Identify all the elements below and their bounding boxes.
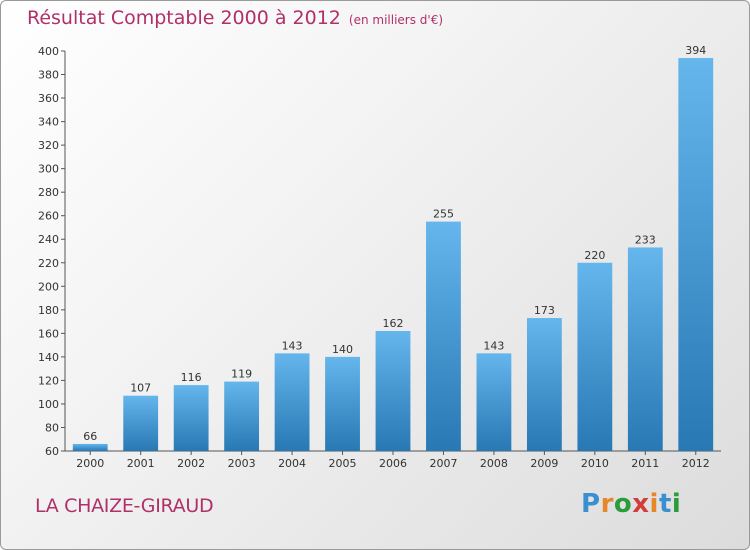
logo-letter: i <box>671 489 682 519</box>
y-tick-label: 200 <box>38 280 59 293</box>
y-axis: 60 80 100 120 140 160 180 200 220 240 260 280 300 320… <box>38 45 66 458</box>
y-tick-label: 180 <box>38 304 59 317</box>
x-axis: 2000 2001 2002 2003 2004 2005 2006 2007 2008 2009… <box>65 450 721 470</box>
x-tick-label: 2005 <box>329 457 357 470</box>
logo-letter: o <box>613 489 633 519</box>
y-tick-label: 140 <box>38 351 59 364</box>
y-tick-label: 120 <box>38 374 59 387</box>
x-tick-label: 2011 <box>631 457 659 470</box>
x-tick-label: 2002 <box>177 457 205 470</box>
y-tick-label: 240 <box>38 233 59 246</box>
y-tick-label: 160 <box>38 327 59 340</box>
bar-2002 <box>173 385 209 451</box>
logo-letter: i <box>649 489 659 519</box>
logo-letter: x <box>632 489 650 519</box>
data-label-2009: 173 <box>534 304 555 317</box>
data-label-2010: 220 <box>584 249 605 262</box>
x-tick-label: 2006 <box>379 457 407 470</box>
x-tick-label: 2007 <box>429 457 457 470</box>
bar-2006 <box>375 331 411 451</box>
data-label-2011: 233 <box>635 233 656 246</box>
logo-letter: P <box>581 489 601 519</box>
bar-2011 <box>627 247 663 451</box>
y-tick-label: 320 <box>38 139 59 152</box>
chart-subtitle: (en milliers d'€) <box>348 13 444 27</box>
logo-letter: r <box>600 489 614 519</box>
x-tick-label: 2012 <box>682 457 710 470</box>
data-label-2003: 119 <box>231 368 252 381</box>
bar-2000 <box>72 443 108 451</box>
x-tick-label: 2001 <box>127 457 155 470</box>
y-tick-label: 60 <box>45 445 59 458</box>
x-tick-label: 2009 <box>530 457 558 470</box>
y-tick-label: 100 <box>38 398 59 411</box>
bar-2012 <box>678 58 714 451</box>
data-label-2008: 143 <box>483 339 504 352</box>
y-tick-label: 280 <box>38 186 59 199</box>
data-label-2007: 255 <box>433 208 454 221</box>
bar-2010 <box>577 262 613 451</box>
data-label-2012: 394 <box>685 44 706 57</box>
data-label-2001: 107 <box>130 382 151 395</box>
chart-title: Résultat Comptable 2000 à 2012 <box>27 7 341 29</box>
bar-2001 <box>123 395 159 451</box>
logo-letter: t <box>658 489 672 519</box>
y-tick-label: 380 <box>38 69 59 82</box>
data-label-2000: 66 <box>83 430 97 443</box>
data-label-2004: 143 <box>282 339 303 352</box>
x-tick-label: 2008 <box>480 457 508 470</box>
bar-2004 <box>274 353 310 451</box>
bar-2005 <box>325 356 360 451</box>
place-name: LA CHAIZE-GIRAUD <box>35 495 214 517</box>
x-tick-label: 2004 <box>278 457 306 470</box>
y-tick-label: 260 <box>38 210 59 223</box>
bar-2009 <box>526 318 562 451</box>
y-tick-label: 80 <box>45 421 59 434</box>
data-labels: 66 107 116 119 143 140 162 255 143 173 220 233 394 <box>83 44 706 443</box>
data-label-2002: 116 <box>181 371 202 384</box>
title-row: Résultat Comptable 2000 à 2012 (en millie… <box>27 7 443 29</box>
y-tick-label: 360 <box>38 92 59 105</box>
bar-2008 <box>476 353 512 451</box>
x-tick-label: 2003 <box>228 457 256 470</box>
y-tick-label: 400 <box>38 45 59 58</box>
y-tick-label: 300 <box>38 163 59 176</box>
x-tick-label: 2000 <box>76 457 104 470</box>
y-tick-label: 220 <box>38 257 59 270</box>
x-tick-label: 2010 <box>581 457 609 470</box>
bar-2003 <box>224 381 260 451</box>
proxiti-logo[interactable]: Proxiti <box>581 489 681 519</box>
bars <box>72 58 714 451</box>
y-tick-label: 340 <box>38 116 59 129</box>
data-label-2005: 140 <box>332 343 353 356</box>
bar-2007 <box>426 221 461 451</box>
data-label-2006: 162 <box>383 317 404 330</box>
